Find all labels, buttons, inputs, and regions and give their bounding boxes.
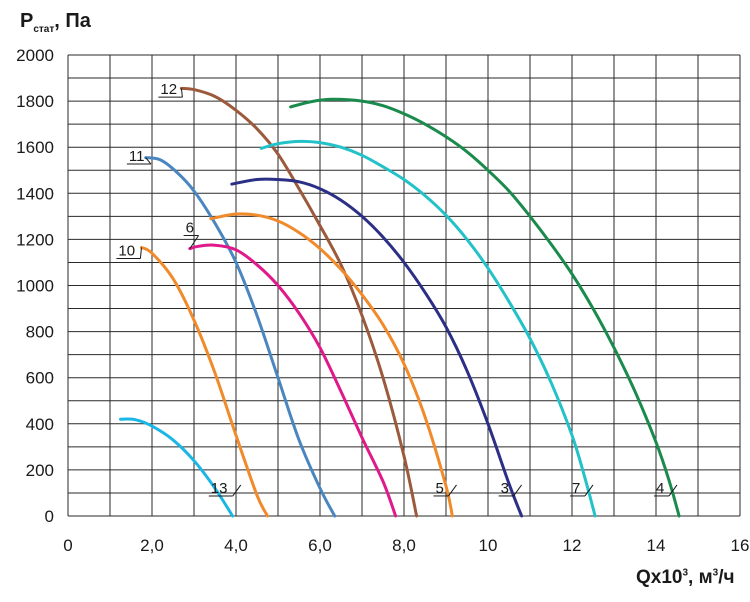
x-tick-label: 0 (63, 536, 72, 555)
curve-12 (179, 86, 419, 518)
curve-label-4: 4 (656, 480, 664, 497)
curve-3 (230, 177, 524, 518)
x-axis-title-end: /ч (718, 567, 735, 588)
y-tick-label: 2000 (16, 46, 54, 65)
curve-label-leader (189, 235, 200, 249)
x-tick-label: 14 (647, 536, 666, 555)
x-tick-label: 2,0 (140, 536, 164, 555)
x-axis-title-main: Qx10 (636, 567, 683, 588)
curve-label-leader (584, 484, 594, 497)
x-axis-title-sup2: 3 (712, 567, 719, 579)
x-axis-title: Qx103, м3/ч (636, 567, 735, 589)
curve-13 (119, 417, 235, 518)
y-tick-label: 400 (26, 415, 54, 434)
curve-label-3: 3 (501, 480, 509, 497)
y-tick-label: 200 (26, 461, 54, 480)
curve-7 (259, 139, 597, 518)
x-tick-label: 12 (563, 536, 582, 555)
y-axis-title-main: P (20, 10, 34, 32)
y-tick-label: 1400 (16, 184, 54, 203)
curve-5 (209, 212, 454, 518)
y-tick-label: 1800 (16, 92, 54, 111)
y-tick-label: 800 (26, 323, 54, 342)
curve-label-leader (139, 247, 142, 259)
curve-10 (140, 246, 269, 518)
y-tick-label: 1200 (16, 230, 54, 249)
grid (67, 54, 741, 517)
curve-label-6: 6 (186, 219, 194, 236)
x-tick-label: 4,0 (224, 536, 248, 555)
curve-label-11: 11 (129, 148, 145, 165)
y-tick-label: 600 (26, 369, 54, 388)
curve-label-leader (232, 484, 242, 497)
y-axis-title-sub: стат (33, 24, 55, 35)
x-axis-title-mid: , м (688, 567, 713, 588)
y-tick-label: 1600 (16, 138, 54, 157)
curve-label-5: 5 (436, 480, 444, 497)
curve-labels: 13 10 11 6 12 5 3 7 4 (116, 81, 678, 497)
x-axis-title-sup: 3 (682, 567, 689, 579)
curve-label-leader (145, 157, 152, 165)
tick-labels: 0 2,0 4,0 6,0 8,0 10 12 14 16 0 200 400 600 800 1000 12… (16, 46, 749, 555)
y-axis-title: Pстат, Па (20, 10, 91, 35)
x-tick-label: 6,0 (308, 536, 332, 555)
curve-11 (144, 156, 337, 518)
curve-label-leader (668, 484, 678, 497)
y-tick-label: 1000 (16, 277, 54, 296)
curve-label-13: 13 (211, 480, 228, 497)
curve-label-7: 7 (572, 480, 580, 497)
curve-label-12: 12 (160, 81, 177, 98)
curve-6 (188, 243, 398, 518)
curve-label-leader (180, 88, 183, 98)
x-tick-label: 16 (731, 536, 750, 555)
y-axis-title-unit: , Па (54, 10, 91, 32)
x-tick-label: 8,0 (392, 536, 416, 555)
curve-label-10: 10 (118, 243, 135, 260)
curve-label-leader (448, 484, 457, 497)
curve-label-leader (513, 484, 523, 497)
y-tick-label: 0 (45, 507, 54, 526)
curve-4 (289, 97, 681, 518)
x-tick-label: 10 (479, 536, 498, 555)
curves (119, 86, 681, 518)
